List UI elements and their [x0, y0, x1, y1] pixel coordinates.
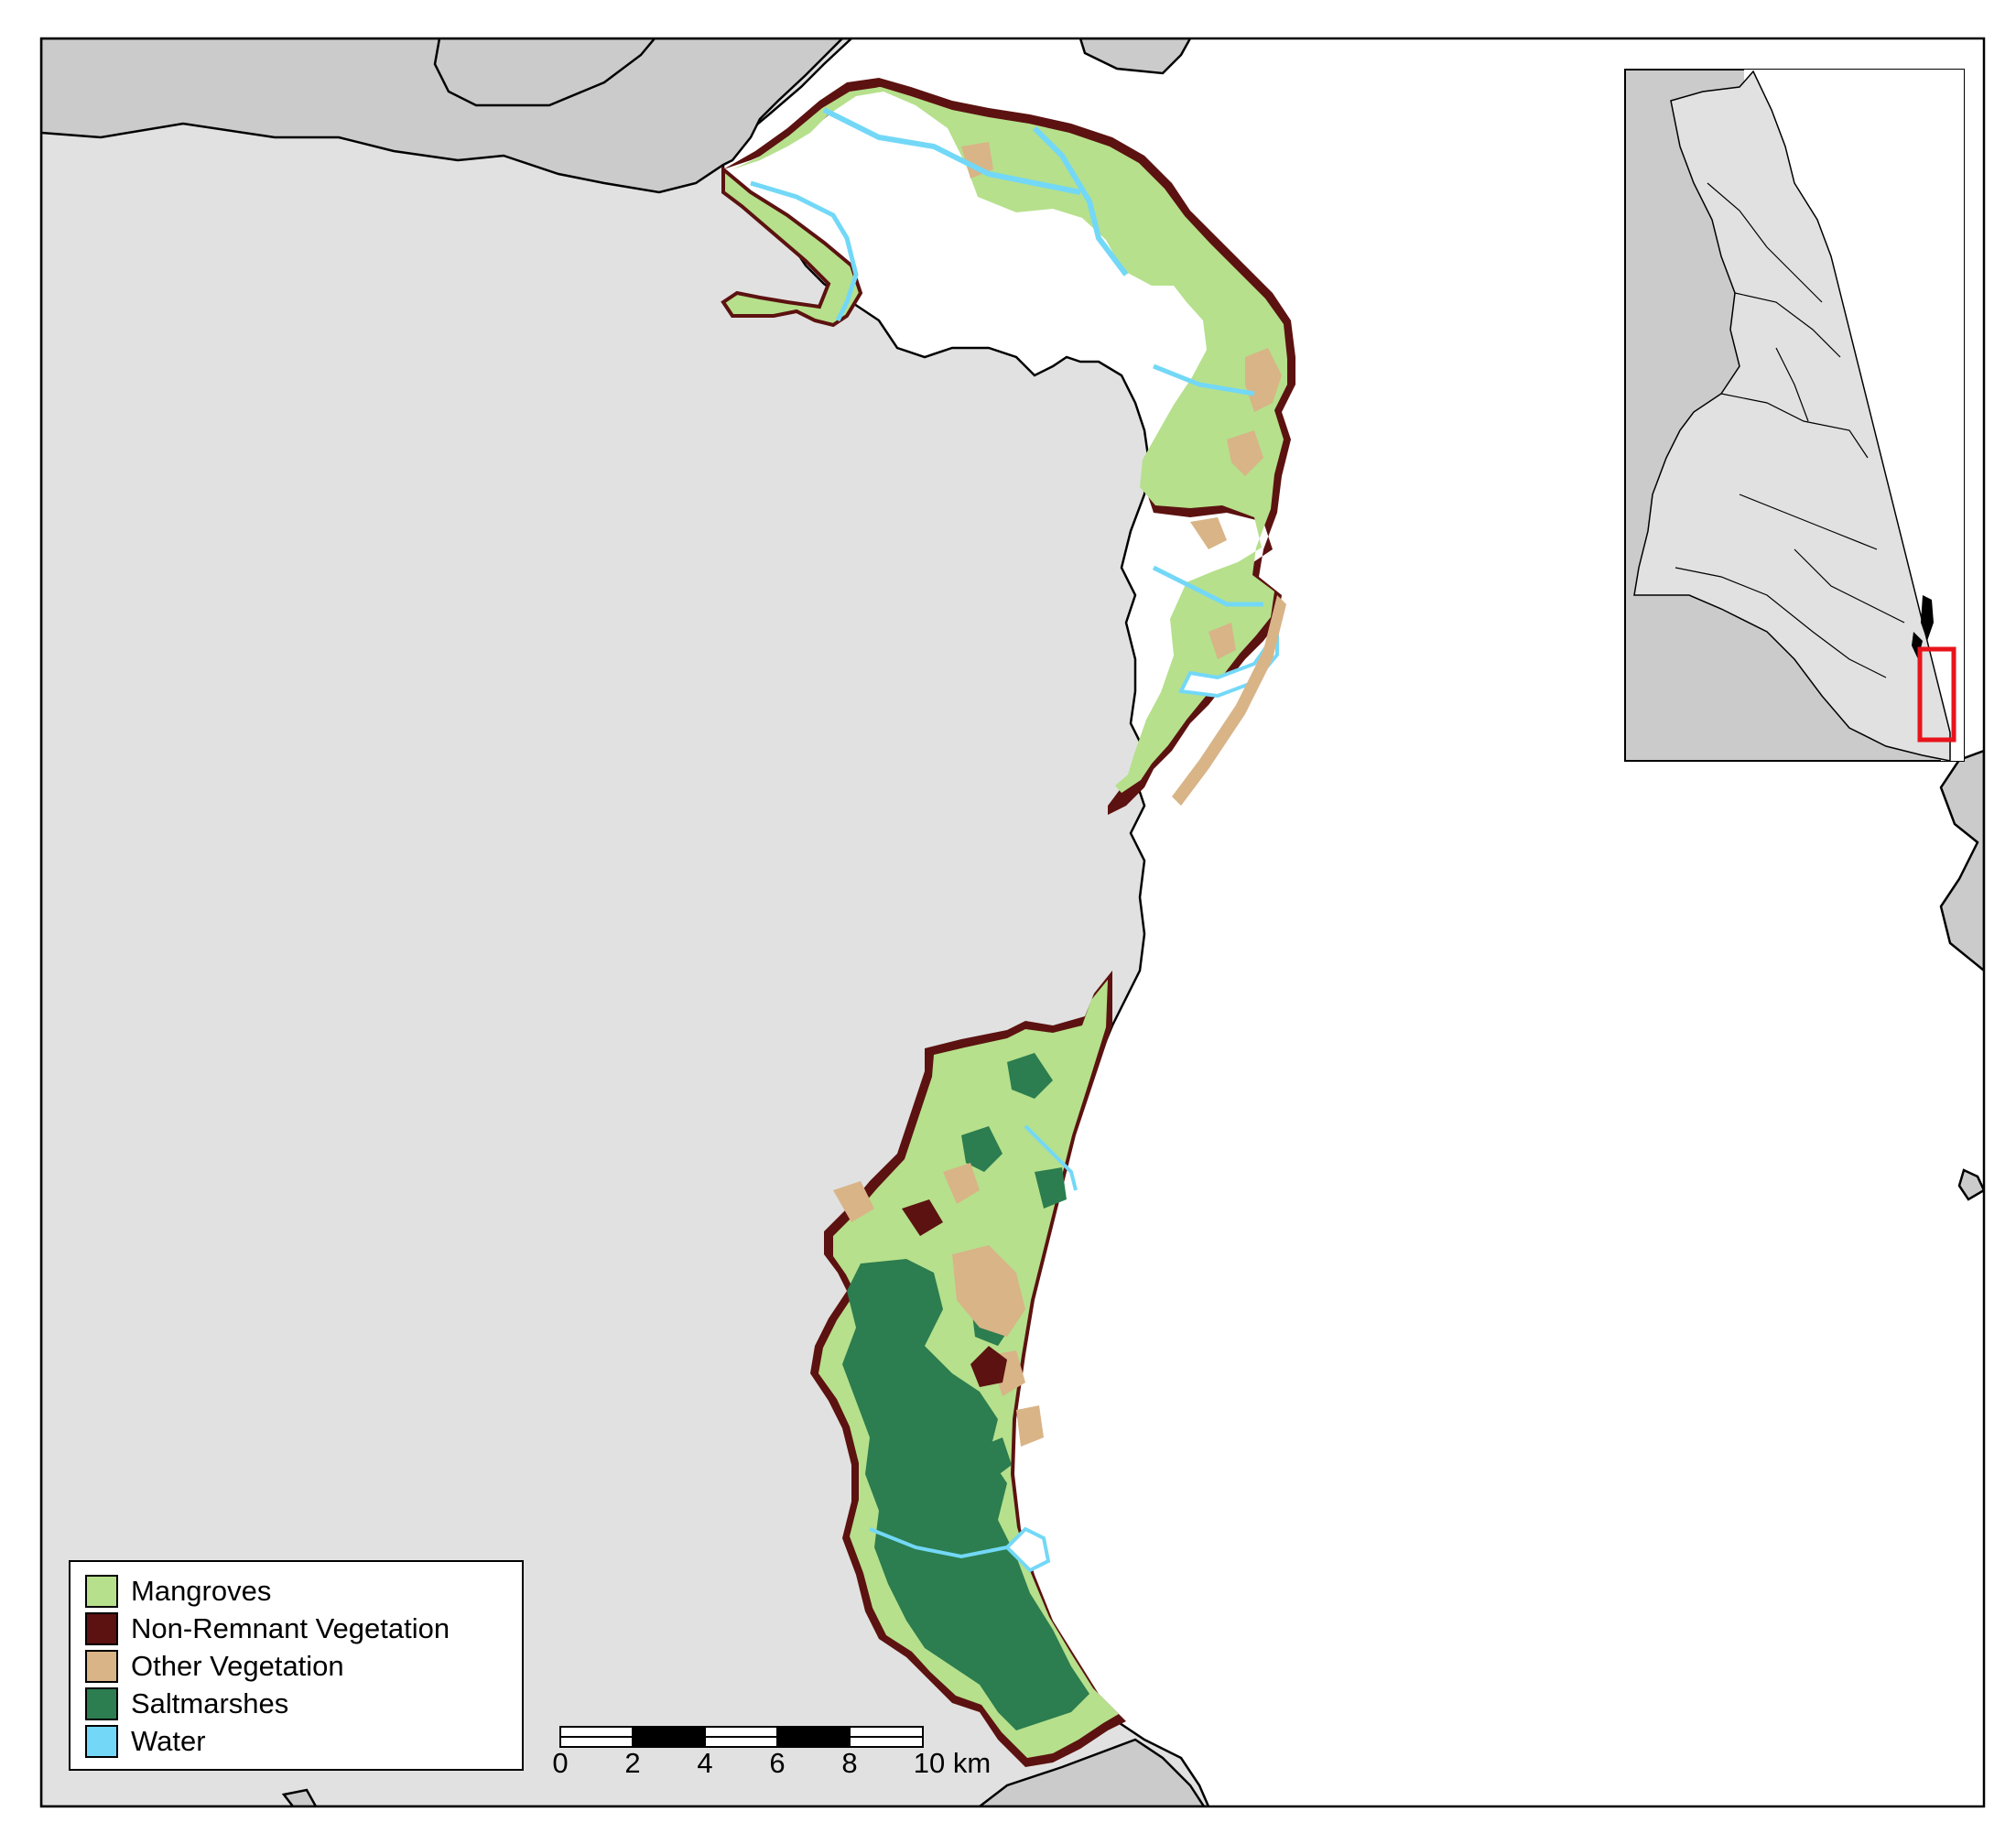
north-other-veg-1 [1245, 348, 1282, 412]
inset-catchments [1633, 70, 1951, 761]
inset-extent-indicator [1917, 646, 1956, 743]
scale-tick-label: 10 km [913, 1747, 992, 1779]
other-vegetation-swatch [85, 1650, 118, 1683]
north-coastal-spit [1172, 595, 1286, 806]
east-coast-fragment [1939, 749, 1984, 972]
island-top-left [433, 38, 656, 107]
north-water-channel-2 [822, 107, 1081, 195]
legend-item-non-remnant: Non-Remnant Vegetation [85, 1611, 450, 1647]
legend-label: Other Vegetation [131, 1650, 344, 1682]
legend-label: Water [131, 1725, 206, 1757]
south-nonremnant-patch [970, 1346, 1007, 1387]
south-water-channel-1 [1024, 1124, 1078, 1191]
south-nonremnant-patch-2 [902, 1199, 943, 1236]
north-water-channel-1 [750, 180, 859, 322]
southern-saltmarsh-patch-2 [1007, 1053, 1053, 1099]
scale-tick-label: 8 [841, 1747, 858, 1779]
northern-wetland-mangroves [732, 87, 1287, 793]
south-other-veg-3 [1016, 1405, 1044, 1447]
scale-tick-label: 0 [552, 1747, 569, 1779]
saltmarshes-swatch [85, 1687, 118, 1720]
north-water-channel-3 [1032, 125, 1129, 277]
legend: Mangroves Non-Remnant Vegetation Other V… [69, 1560, 524, 1771]
southern-landmass [977, 1738, 1206, 1806]
legend-label: Saltmarshes [131, 1687, 289, 1719]
north-water-channel-5 [1152, 565, 1263, 607]
north-other-veg-2 [1227, 430, 1263, 476]
northern-landmass [41, 38, 844, 194]
legend-item-water: Water [85, 1723, 206, 1760]
south-other-veg-5 [833, 1181, 874, 1222]
scale-tick-label: 4 [697, 1747, 713, 1779]
mangroves-swatch [85, 1575, 118, 1608]
north-other-veg-5 [1209, 623, 1236, 659]
scale-tick-label: 2 [624, 1747, 641, 1779]
water-swatch [85, 1725, 118, 1758]
legend-item-other-vegetation: Other Vegetation [85, 1648, 344, 1685]
legend-label: Non-Remnant Vegetation [131, 1612, 450, 1644]
east-islet [1957, 1168, 1984, 1201]
legend-item-mangroves: Mangroves [85, 1573, 271, 1610]
northern-western-arm [721, 165, 863, 328]
southern-saltmarsh-patch-5 [980, 1437, 1012, 1479]
non-remnant-swatch [85, 1612, 118, 1645]
southern-saltmarsh-patch-3 [961, 1126, 1003, 1172]
inset-wetlands [1912, 595, 1934, 659]
inset-map [1624, 69, 1965, 762]
inset-catchment-lines [1675, 182, 1905, 678]
island-top-right [1078, 38, 1192, 75]
north-water-channel-4 [1153, 363, 1255, 396]
south-other-veg-4 [943, 1163, 980, 1204]
southern-saltmarsh-patch-4 [1035, 1167, 1067, 1209]
south-water-inlet [1004, 1526, 1051, 1573]
north-other-veg-3 [1190, 517, 1227, 549]
legend-item-saltmarshes: Saltmarshes [85, 1686, 288, 1722]
scale-tick-label: 6 [769, 1747, 786, 1779]
southern-saltmarsh-main [842, 1259, 1089, 1730]
map-frame [39, 37, 1986, 1808]
southern-islet [281, 1788, 318, 1806]
legend-label: Mangroves [131, 1575, 272, 1607]
scale-bar [559, 1726, 924, 1748]
south-other-veg-1 [952, 1245, 1025, 1337]
